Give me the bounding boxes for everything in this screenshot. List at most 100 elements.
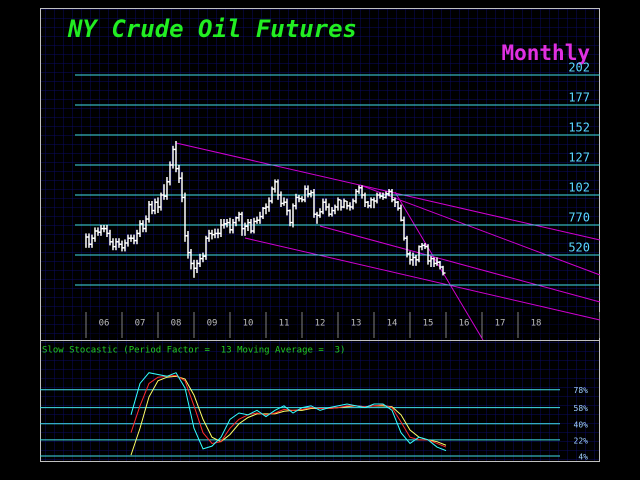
- bar-range: [187, 231, 189, 259]
- x-tick-label: 15: [423, 319, 434, 329]
- bar-range: [268, 197, 270, 212]
- bar-range: [199, 253, 201, 268]
- bar-range: [160, 192, 162, 211]
- bar-range: [307, 185, 309, 198]
- bar-range: [304, 185, 306, 203]
- x-tick-label: 16: [459, 319, 470, 329]
- bar-range: [169, 161, 171, 186]
- bar-range: [334, 204, 336, 215]
- bar-range: [100, 225, 102, 236]
- year-strip: [75, 312, 600, 338]
- bar-range: [373, 197, 375, 209]
- bar-range: [208, 229, 210, 242]
- bar-range: [310, 190, 312, 198]
- bar-range: [397, 201, 399, 211]
- y-tick-label: 78%: [574, 386, 589, 395]
- bar-range: [355, 189, 357, 204]
- bar-range: [235, 216, 237, 227]
- bar-range: [124, 239, 126, 252]
- bar-range: [328, 203, 330, 217]
- bar-range: [337, 197, 339, 211]
- y-tick-label: 152: [568, 120, 590, 134]
- bar-range: [250, 219, 252, 234]
- bar-range: [418, 245, 420, 263]
- bar-range: [133, 234, 135, 245]
- chart-title: NY Crude Oil Futures: [67, 15, 357, 43]
- y-tick-label: 520: [568, 241, 590, 255]
- bar-range: [229, 217, 231, 234]
- trend-line: [175, 142, 601, 241]
- bar-range: [232, 219, 234, 234]
- indicator-line: [130, 372, 447, 452]
- bar-range: [289, 209, 291, 227]
- y-tick-label: 58%: [574, 404, 589, 413]
- y-tick-label: 4%: [578, 453, 588, 462]
- bar-range: [175, 140, 177, 173]
- bar-range: [196, 259, 198, 274]
- bar-range: [295, 193, 297, 210]
- x-tick-label: 07: [135, 319, 146, 329]
- bar-range: [361, 185, 363, 199]
- x-tick-label: 17: [495, 319, 506, 329]
- bar-range: [325, 198, 327, 211]
- indicator-line: [130, 375, 447, 456]
- bar-range: [202, 252, 204, 263]
- bar-range: [316, 211, 318, 224]
- bar-range: [430, 256, 432, 268]
- bar-range: [244, 222, 246, 236]
- bar-range: [262, 207, 264, 220]
- x-tick-label: 08: [171, 319, 182, 329]
- bar-range: [148, 201, 150, 223]
- y-tick-label: 127: [568, 150, 590, 164]
- panel-background: [40, 8, 600, 462]
- bar-range: [142, 220, 144, 233]
- bar-range: [286, 198, 288, 216]
- x-tick-label: 09: [207, 319, 218, 329]
- bar-range: [85, 233, 87, 248]
- bar-range: [184, 192, 186, 242]
- trend-line: [244, 237, 601, 321]
- bar-range: [364, 192, 366, 208]
- x-tick-label: 06: [99, 319, 110, 329]
- bar-range: [106, 225, 108, 238]
- y-tick-label: 22%: [574, 436, 589, 445]
- bar-range: [274, 179, 276, 193]
- y-tick-label: 770: [568, 211, 590, 225]
- bar-range: [442, 265, 444, 276]
- bar-range: [172, 145, 174, 169]
- bar-range: [280, 191, 282, 208]
- trend-line: [319, 225, 601, 303]
- x-tick-label: 14: [387, 319, 398, 329]
- bar-range: [121, 240, 123, 252]
- bar-range: [190, 249, 192, 270]
- bar-range: [109, 229, 111, 246]
- bar-range: [319, 208, 321, 218]
- bar-range: [127, 234, 129, 247]
- bar-range: [391, 189, 393, 203]
- bar-range: [385, 191, 387, 199]
- bar-range: [253, 217, 255, 234]
- x-tick-label: 18: [531, 319, 542, 329]
- y-tick-label: 177: [568, 90, 590, 104]
- bar-range: [265, 203, 267, 215]
- bar-range: [163, 184, 165, 200]
- chart-subtitle: Monthly: [501, 41, 590, 65]
- bar-range: [139, 220, 141, 238]
- bar-range: [166, 177, 168, 200]
- indicator-title: Slow Stocastic (Period Factor = 13 Movin…: [42, 346, 345, 356]
- bar-range: [112, 238, 114, 251]
- bar-range: [403, 216, 405, 241]
- bar-range: [238, 211, 240, 222]
- bar-range: [118, 238, 120, 248]
- trend-line: [394, 191, 484, 341]
- bar-range: [343, 198, 345, 209]
- bar-range: [277, 179, 279, 200]
- bar-range: [91, 234, 93, 248]
- bar-range: [439, 261, 441, 270]
- y-tick-label: 202: [568, 60, 590, 74]
- bar-range: [331, 207, 333, 217]
- bar-range: [136, 229, 138, 245]
- y-tick-label: 40%: [574, 420, 589, 429]
- bar-range: [178, 164, 180, 184]
